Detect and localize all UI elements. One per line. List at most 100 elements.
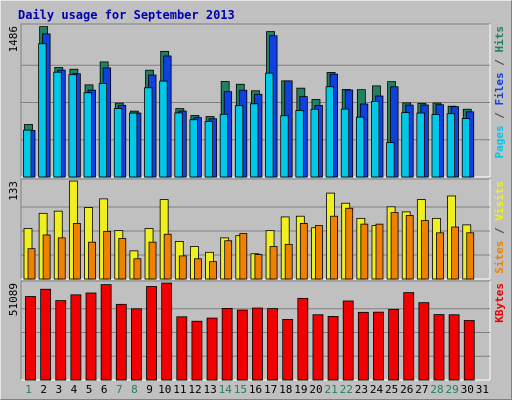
bar-kbytes-day-11	[176, 316, 188, 381]
bar-kbytes-day-29	[448, 314, 460, 381]
bar-pages-day-4	[68, 74, 77, 178]
bar-sites-day-29	[451, 226, 460, 280]
x-tick-label-28: 28	[430, 383, 443, 396]
bar-sites-day-2	[42, 234, 51, 280]
bar-kbytes-day-14	[221, 308, 233, 381]
bar-kbytes-day-12	[191, 320, 203, 381]
bar-sites-day-17	[269, 246, 278, 280]
bar-pages-day-24	[371, 100, 380, 178]
bar-kbytes-day-17	[267, 308, 278, 381]
legend-kbytes: KBytes	[493, 283, 506, 323]
bar-pages-day-10	[159, 80, 168, 178]
bar-pages-day-8	[129, 112, 138, 178]
x-tick-label-2: 2	[40, 383, 47, 396]
bar-kbytes-day-20	[312, 314, 324, 381]
bar-sites-day-21	[330, 215, 338, 280]
bar-sites-day-26	[405, 215, 414, 280]
bar-kbytes-day-21	[327, 316, 339, 381]
bar-pages-day-12	[189, 119, 198, 178]
bar-kbytes-day-5	[85, 292, 97, 381]
bar-kbytes-day-22	[342, 300, 354, 381]
bar-sites-day-24	[375, 223, 384, 280]
x-tick-label-20: 20	[309, 383, 322, 396]
bar-kbytes-day-3	[55, 300, 67, 381]
bar-sites-day-20	[315, 225, 323, 280]
bar-kbytes-day-10	[161, 282, 173, 381]
bar-sites-day-16	[254, 254, 263, 280]
x-tick-label-1: 1	[25, 383, 32, 396]
x-tick-label-19: 19	[294, 383, 307, 396]
bar-kbytes-day-23	[357, 311, 369, 381]
bar-sites-day-28	[436, 232, 444, 280]
x-tick-label-27: 27	[415, 383, 428, 396]
bar-kbytes-day-27	[418, 302, 430, 381]
bar-pages-day-6	[98, 83, 108, 178]
x-tick-label-5: 5	[86, 383, 93, 396]
bar-sites-day-1	[27, 248, 36, 280]
legend-visits: Visits	[493, 181, 506, 221]
bar-pages-day-18	[280, 115, 289, 178]
axis-legend: KBytes	[493, 283, 506, 323]
bar-pages-day-3	[53, 71, 62, 178]
axis-legend: Pages / Files / Hits	[493, 26, 506, 159]
x-tick-label-14: 14	[219, 383, 233, 396]
bar-sites-day-11	[178, 255, 187, 280]
x-tick-label-23: 23	[355, 383, 368, 396]
bar-kbytes-day-9	[146, 286, 157, 381]
bar-pages-day-20	[310, 108, 319, 178]
bar-sites-day-15	[239, 233, 248, 280]
bar-sites-day-22	[345, 207, 354, 280]
bar-kbytes-day-25	[388, 308, 399, 381]
bar-pages-day-22	[340, 108, 350, 178]
x-tick-label-11: 11	[173, 383, 186, 396]
bar-kbytes-day-7	[115, 303, 127, 381]
x-tick-label-26: 26	[400, 383, 413, 396]
bar-pages-day-19	[295, 110, 304, 178]
y-max-label: 133	[7, 181, 20, 201]
bar-sites-day-19	[299, 223, 308, 280]
bar-sites-day-8	[133, 258, 142, 280]
bar-pages-day-2	[38, 43, 47, 178]
bar-pages-day-28	[431, 114, 440, 178]
bar-sites-day-23	[360, 223, 369, 280]
legend-/: /	[493, 221, 506, 241]
x-tick-label-22: 22	[340, 383, 353, 396]
x-tick-label-16: 16	[249, 383, 262, 396]
x-tick-label-18: 18	[279, 383, 292, 396]
bar-kbytes-day-28	[433, 314, 445, 381]
x-tick-label-30: 30	[461, 383, 474, 396]
x-tick-label-13: 13	[203, 383, 216, 396]
bar-sites-day-18	[284, 243, 293, 280]
legend-/: /	[493, 106, 506, 126]
bar-kbytes-day-26	[403, 292, 415, 381]
x-tick-label-24: 24	[370, 383, 384, 396]
bar-pages-day-25	[386, 142, 395, 178]
bar-sites-day-6	[103, 230, 112, 280]
bar-pages-day-27	[416, 112, 425, 178]
x-tick-label-31: 31	[476, 383, 489, 396]
x-tick-label-3: 3	[56, 383, 63, 396]
bar-pages-day-13	[204, 121, 213, 178]
bar-kbytes-day-13	[206, 317, 218, 381]
bar-kbytes-day-18	[282, 318, 294, 381]
bar-kbytes-day-30	[463, 320, 475, 381]
bar-sites-day-7	[118, 238, 127, 280]
x-tick-label-17: 17	[264, 383, 277, 396]
bar-kbytes-day-6	[100, 284, 112, 381]
x-tick-label-6: 6	[101, 383, 108, 396]
bar-pages-day-5	[83, 92, 92, 178]
panel-hits-files-pages: 1486 Pages / Files / Hits	[7, 23, 506, 178]
bar-pages-day-17	[265, 72, 274, 178]
bar-pages-day-29	[446, 113, 456, 178]
legend-files: Files	[493, 72, 506, 105]
legend-sites: Sites	[493, 241, 506, 274]
x-tick-label-29: 29	[446, 383, 459, 396]
bar-kbytes-day-16	[252, 307, 263, 381]
bar-kbytes-day-24	[373, 311, 384, 381]
x-tick-label-25: 25	[385, 383, 398, 396]
bar-kbytes-day-1	[25, 296, 36, 381]
bar-sites-day-12	[194, 258, 202, 280]
x-tick-label-8: 8	[131, 383, 138, 396]
legend-pages: Pages	[493, 125, 506, 158]
